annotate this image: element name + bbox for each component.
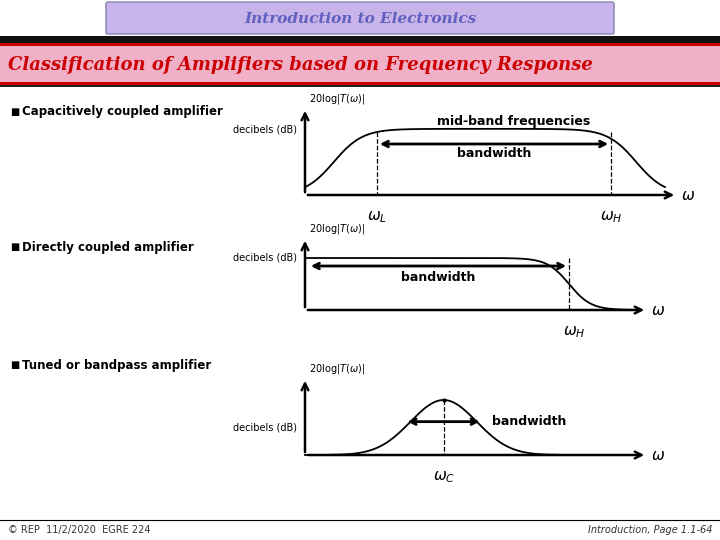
Text: $\omega_L$: $\omega_L$ xyxy=(367,209,387,225)
Text: ■: ■ xyxy=(10,242,19,252)
Text: $20\log|T(\omega)|$: $20\log|T(\omega)|$ xyxy=(309,92,365,106)
Text: bandwidth: bandwidth xyxy=(401,271,476,284)
Text: decibels (dB): decibels (dB) xyxy=(233,125,297,135)
Text: mid-band frequencies: mid-band frequencies xyxy=(437,116,590,129)
Text: $\omega$: $\omega$ xyxy=(651,304,665,318)
Text: Directly coupled amplifier: Directly coupled amplifier xyxy=(22,240,194,253)
Text: Tuned or bandpass amplifier: Tuned or bandpass amplifier xyxy=(22,359,211,372)
Text: Classification of Amplifiers based on Frequency Response: Classification of Amplifiers based on Fr… xyxy=(8,56,593,74)
Text: decibels (dB): decibels (dB) xyxy=(233,253,297,263)
Text: ■: ■ xyxy=(10,360,19,370)
Text: $\omega$: $\omega$ xyxy=(651,449,665,463)
Bar xyxy=(0,43,720,46)
Text: © REP  11/2/2020  EGRE 224: © REP 11/2/2020 EGRE 224 xyxy=(8,525,150,535)
Text: $\omega_H$: $\omega_H$ xyxy=(600,209,622,225)
Text: bandwidth: bandwidth xyxy=(492,415,567,428)
Text: $\omega$: $\omega$ xyxy=(681,189,695,203)
FancyBboxPatch shape xyxy=(106,2,614,34)
Text: ■: ■ xyxy=(10,107,19,117)
Text: $20\log|T(\omega)|$: $20\log|T(\omega)|$ xyxy=(309,362,365,376)
Bar xyxy=(0,46,720,82)
Text: $20\log|T(\omega)|$: $20\log|T(\omega)|$ xyxy=(309,222,365,236)
Text: Introduction, Page 1.1-64: Introduction, Page 1.1-64 xyxy=(588,525,712,535)
Bar xyxy=(0,36,720,43)
Text: Introduction to Electronics: Introduction to Electronics xyxy=(244,12,476,26)
Bar xyxy=(0,82,720,85)
Text: $\omega_C$: $\omega_C$ xyxy=(433,469,455,485)
Text: $\omega_H$: $\omega_H$ xyxy=(563,324,585,340)
Text: bandwidth: bandwidth xyxy=(456,147,531,160)
Text: Capacitively coupled amplifier: Capacitively coupled amplifier xyxy=(22,105,223,118)
Bar xyxy=(0,85,720,87)
Text: decibels (dB): decibels (dB) xyxy=(233,422,297,433)
